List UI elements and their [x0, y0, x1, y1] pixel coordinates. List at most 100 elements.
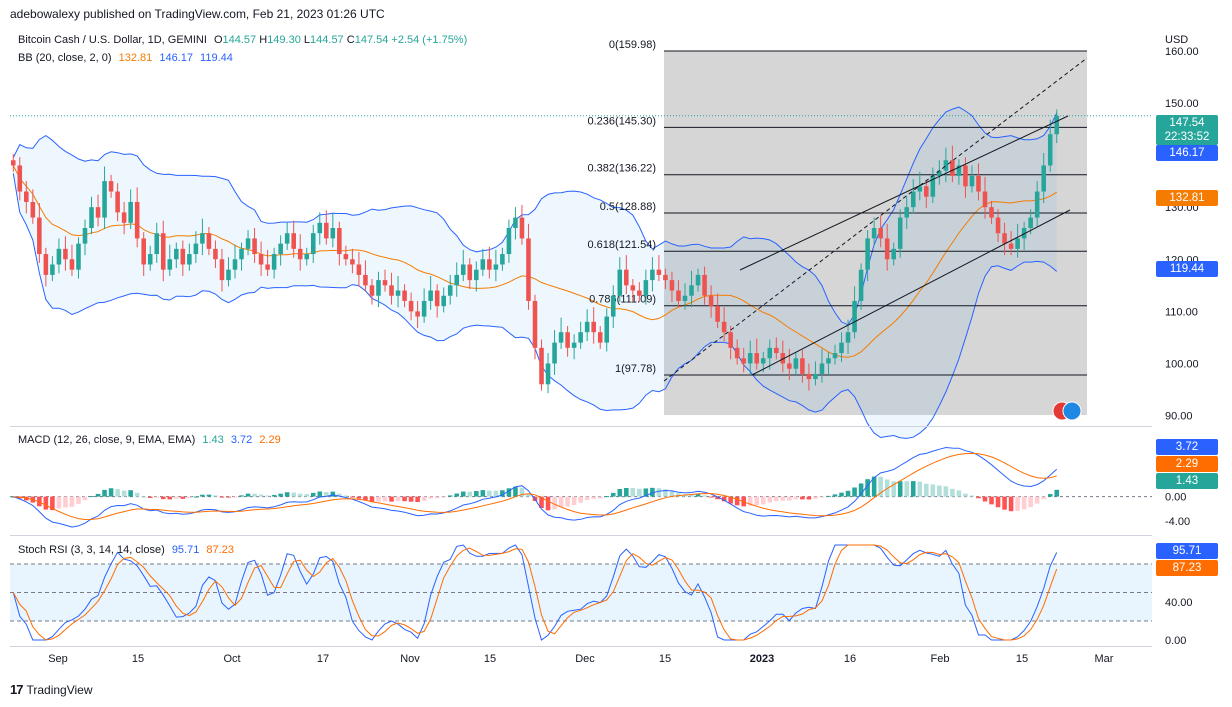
macd-histogram-bar: [454, 493, 460, 497]
tradingview-footer[interactable]: 17 TradingView: [10, 682, 93, 697]
candle-body: [69, 259, 75, 270]
candle-body: [108, 181, 114, 192]
candle-body: [982, 191, 988, 208]
candle-body: [95, 207, 101, 218]
candle-body: [532, 300, 538, 348]
candle-body: [650, 269, 655, 281]
candle-body: [545, 363, 551, 385]
candle-body: [441, 295, 446, 307]
macd-histogram-bar: [147, 496, 153, 498]
candle-body: [519, 217, 525, 239]
macd-histogram-bar: [480, 490, 486, 497]
candle-body: [389, 285, 394, 296]
macd-histogram-bar: [969, 495, 975, 497]
candle-body: [278, 243, 283, 255]
candle-body: [258, 254, 264, 265]
candle-body: [1034, 191, 1040, 218]
candle-body: [891, 248, 896, 260]
macd-histogram-bar: [232, 496, 238, 498]
macd-histogram-bar: [610, 492, 616, 497]
stoch-legend[interactable]: Stoch RSI (3, 3, 14, 14, close) 95.71 87…: [18, 544, 238, 556]
candle-body: [63, 248, 68, 260]
macd-histogram-bar: [82, 496, 88, 501]
candle-body: [813, 373, 818, 380]
macd-histogram-bar: [487, 490, 492, 497]
macd-histogram-bar: [871, 476, 877, 497]
macd-histogram-bar: [904, 481, 910, 497]
macd-histogram-bar: [943, 486, 949, 497]
candle-body: [676, 290, 681, 301]
pane-divider[interactable]: [10, 426, 1152, 427]
fib-level-label: 0.5(128.88): [600, 201, 656, 213]
candle-body: [1041, 165, 1046, 192]
macd-histogram-bar: [284, 492, 290, 497]
candle-body: [467, 264, 473, 281]
macd-histogram-bar: [976, 496, 981, 499]
macd-histogram-bar: [506, 488, 512, 497]
macd-histogram-bar: [780, 496, 786, 501]
candle-body: [610, 295, 616, 317]
macd-histogram-bar: [474, 491, 479, 497]
macd-histogram-bar: [395, 496, 401, 502]
bb-legend[interactable]: BB (20, close, 2, 0) 132.81 146.17 119.4…: [18, 52, 237, 64]
stoch-label: Stoch RSI (3, 3, 14, 14, close): [18, 544, 165, 556]
macd-histogram-bar: [995, 496, 1001, 508]
candle-body: [310, 233, 316, 255]
bb-lower-tag: 119.44: [1156, 261, 1218, 277]
macd-histogram-bar: [1041, 496, 1046, 500]
macd-histogram-bar: [382, 496, 388, 502]
candle-body: [780, 353, 786, 364]
macd-histogram-bar: [219, 496, 225, 498]
candle-body: [669, 280, 675, 291]
macd-histogram-bar: [597, 496, 603, 499]
stoch-pane: [10, 544, 1152, 641]
pane-divider[interactable]: [10, 535, 1152, 536]
candle-body: [943, 160, 949, 171]
main-legend[interactable]: Bitcoin Cash / U.S. Dollar, 1D, GEMINI O…: [18, 34, 471, 46]
time-axis-label: 15: [1016, 653, 1028, 665]
candle-body: [304, 254, 310, 260]
time-axis-label: 15: [484, 653, 496, 665]
candle-body: [343, 254, 349, 260]
macd-legend[interactable]: MACD (12, 26, close, 9, EMA, EMA) 1.43 3…: [18, 434, 285, 446]
macd-histogram-bar: [421, 496, 427, 501]
footer-brand: TradingView: [26, 682, 93, 697]
macd-histogram-bar: [415, 496, 420, 503]
candle-body: [252, 238, 257, 255]
price-axis-tick: 160.00: [1165, 46, 1199, 58]
macd-histogram-bar: [174, 496, 179, 499]
macd-histogram-bar: [441, 496, 446, 498]
macd-histogram-bar: [767, 496, 773, 503]
candle-body: [447, 285, 453, 296]
macd-histogram-bar: [50, 496, 55, 511]
candle-body: [852, 300, 857, 333]
time-axis-label: 15: [659, 653, 671, 665]
price-axis-tick: 150.00: [1165, 98, 1199, 110]
candle-body: [741, 358, 746, 364]
macd-histogram-bar: [591, 496, 596, 499]
channel-lower-line: [751, 209, 1071, 376]
macd-histogram-bar: [800, 496, 805, 500]
macd-histogram-bar: [565, 496, 570, 507]
macd-histogram-bar: [350, 496, 355, 498]
pane-divider[interactable]: [10, 646, 1152, 647]
candle-body: [604, 316, 610, 343]
candle-body: [337, 228, 342, 255]
macd-histogram-bar: [787, 496, 792, 501]
candle-body: [1002, 233, 1007, 244]
macd-histogram-bar: [774, 496, 779, 502]
currency-label: USD: [1165, 34, 1189, 46]
channel-upper-line: [739, 115, 1069, 271]
candle-body: [910, 191, 916, 208]
candle-body: [434, 290, 440, 307]
macd-histogram-bar: [408, 496, 414, 502]
candle-body: [24, 191, 29, 202]
candle-body: [865, 238, 870, 270]
macd-histogram-bar: [819, 496, 825, 498]
macd-histogram-bar: [245, 493, 251, 497]
stoch-k-tag: 95.71: [1156, 543, 1218, 559]
candle-body: [630, 285, 636, 291]
candle-body: [617, 269, 623, 296]
fib-level-label: 0.618(121.54): [588, 239, 657, 251]
